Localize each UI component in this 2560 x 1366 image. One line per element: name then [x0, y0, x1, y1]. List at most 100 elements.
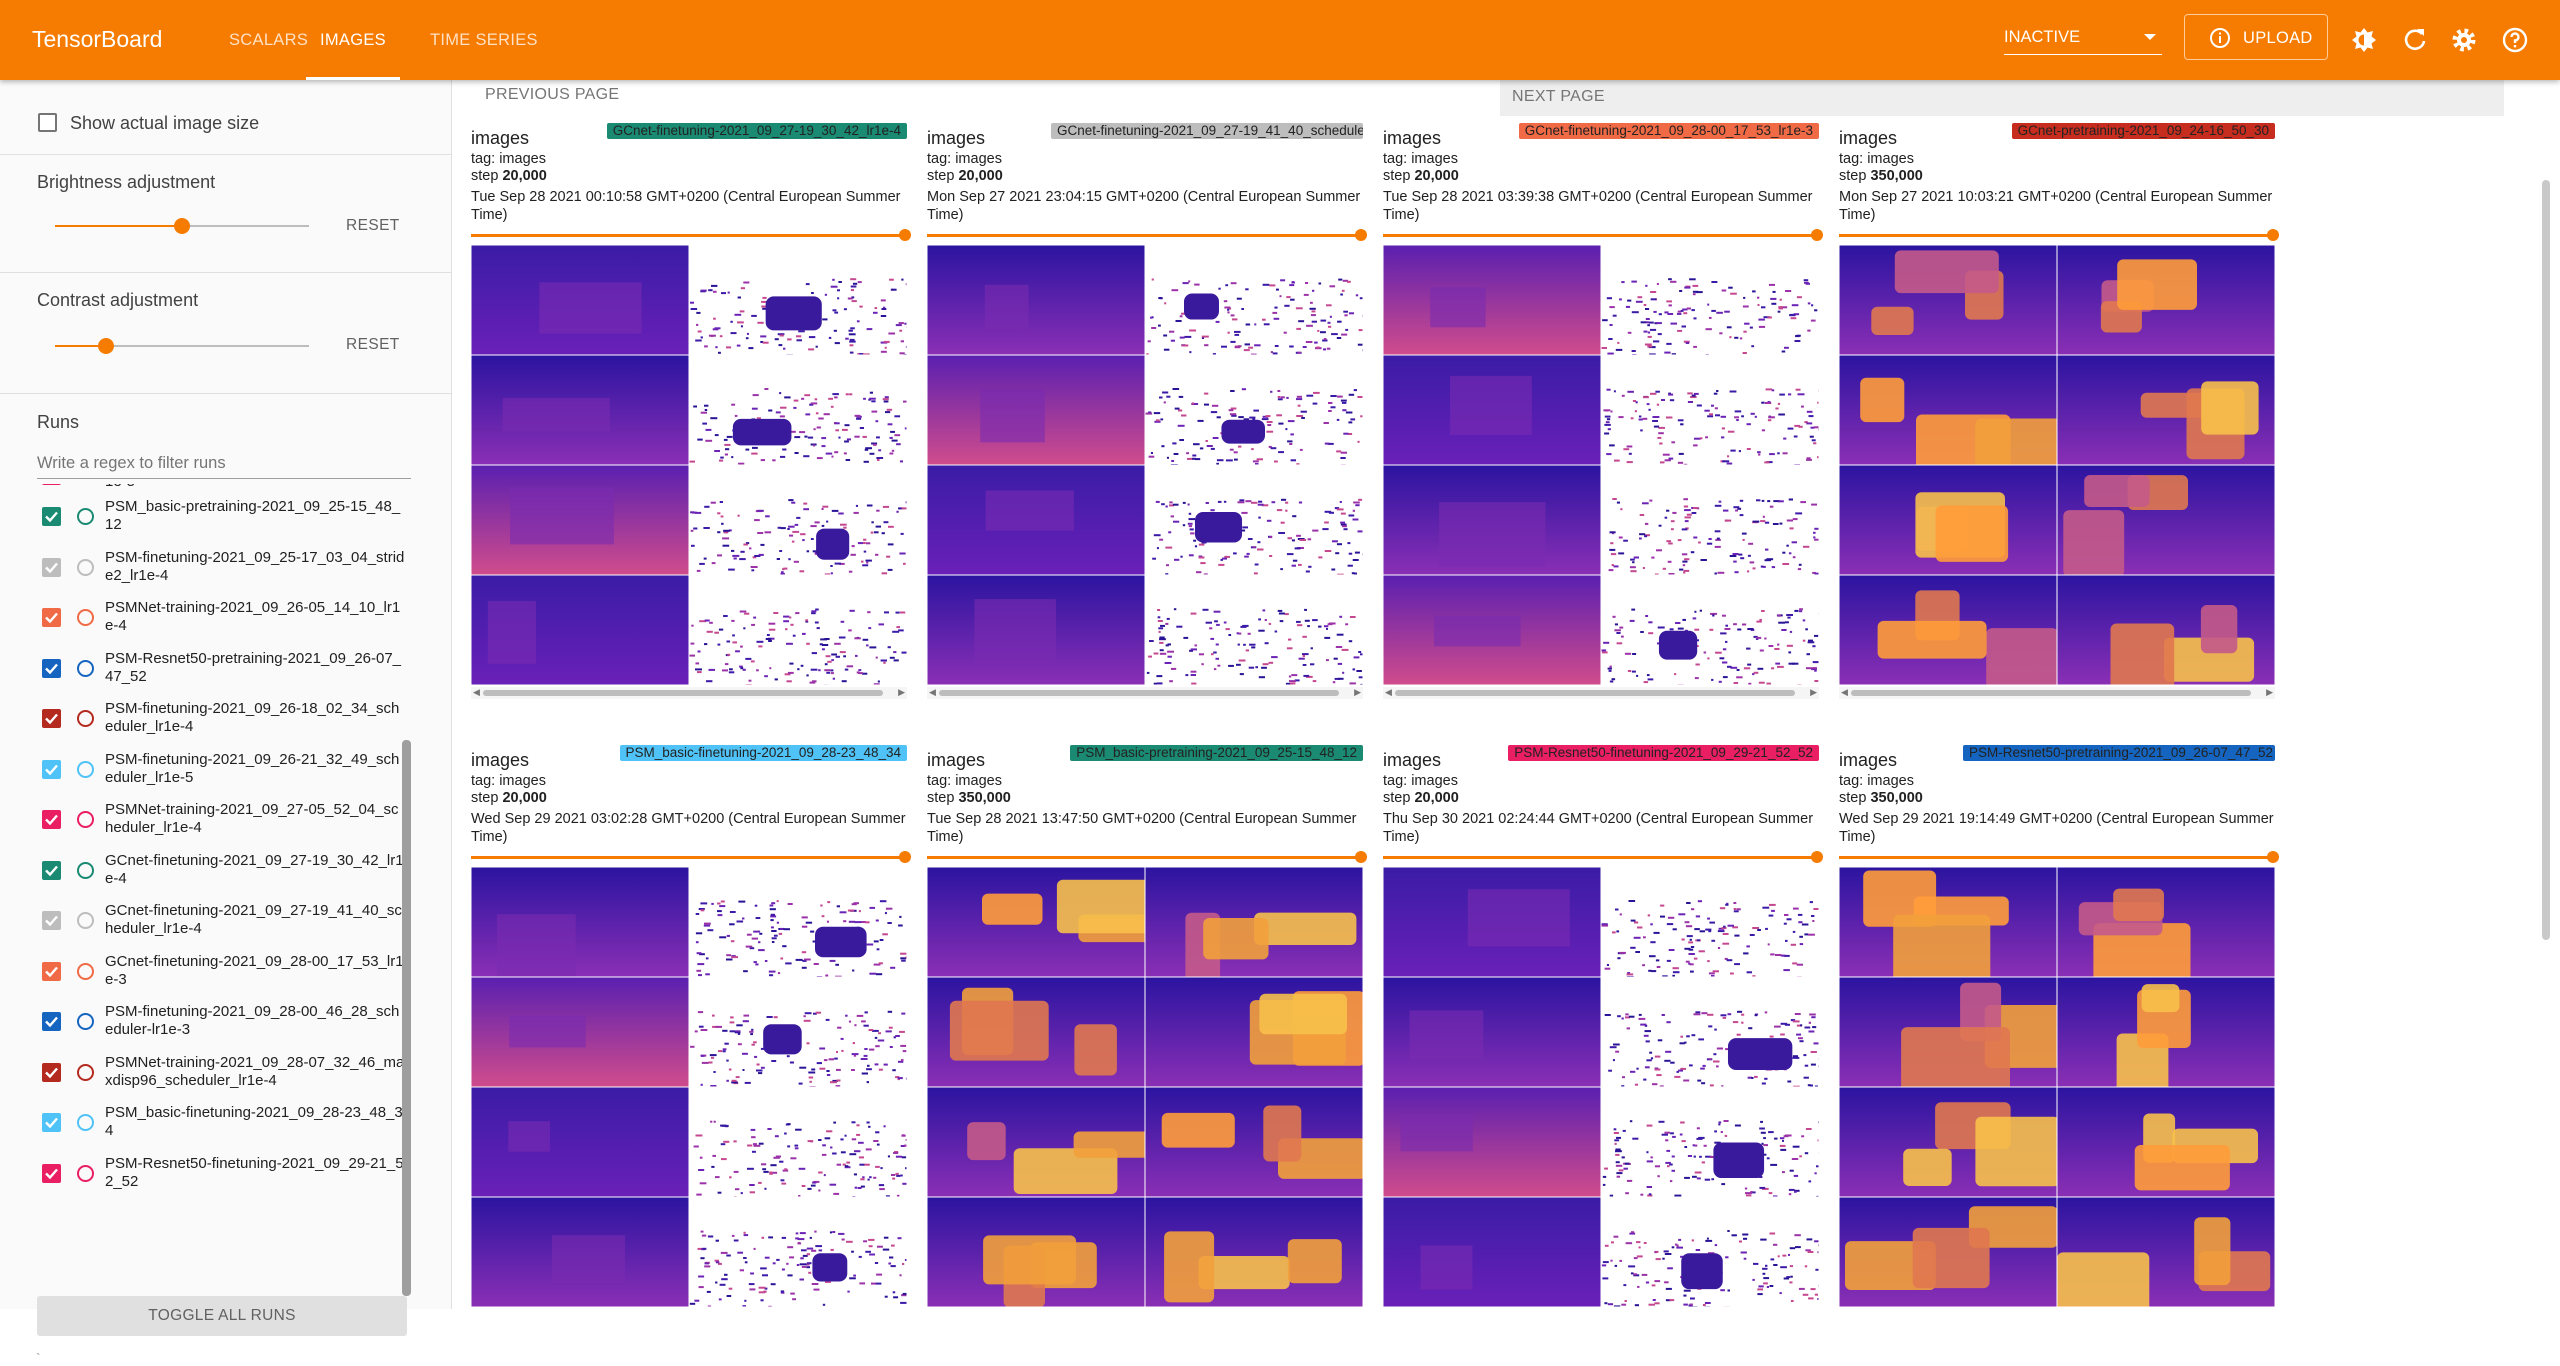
scroll-left-icon[interactable]: ◀	[473, 687, 480, 698]
scrollbar-thumb[interactable]	[483, 690, 883, 696]
tab-time-series[interactable]: TIME SERIES	[430, 0, 538, 80]
next-page-button[interactable]: NEXT PAGE	[1500, 80, 2504, 116]
scroll-right-icon[interactable]: ▶	[1354, 687, 1361, 698]
brightness-slider-thumb[interactable]	[174, 218, 190, 234]
step-slider[interactable]	[1839, 234, 2273, 237]
image-horizontal-scrollbar[interactable]: ◀ ▶	[1383, 687, 1819, 699]
step-slider-thumb[interactable]	[1811, 851, 1823, 863]
scroll-right-icon[interactable]: ▶	[1810, 687, 1817, 698]
run-row[interactable]: PSMNet-training-2021_09_27-05_52_04_sche…	[0, 797, 452, 848]
help-icon[interactable]	[2501, 26, 2529, 54]
step-slider[interactable]	[1383, 234, 1817, 237]
run-color-ring[interactable]	[77, 660, 94, 677]
step-slider-thumb[interactable]	[1355, 851, 1367, 863]
step-slider[interactable]	[471, 234, 905, 237]
run-color-ring[interactable]	[77, 1064, 94, 1081]
run-checkbox[interactable]	[42, 1063, 61, 1082]
scrollbar-thumb[interactable]	[1851, 690, 2251, 696]
brightness-reset-button[interactable]: RESET	[346, 217, 400, 235]
run-checkbox[interactable]	[42, 1012, 61, 1031]
run-checkbox[interactable]	[42, 962, 61, 981]
contrast-slider-thumb[interactable]	[98, 338, 114, 354]
card-image[interactable]	[1839, 245, 2275, 685]
app-brand[interactable]: TensorBoard	[32, 26, 162, 53]
card-image[interactable]	[471, 245, 907, 685]
step-slider-thumb[interactable]	[899, 851, 911, 863]
card-image[interactable]	[927, 867, 1363, 1307]
run-color-ring[interactable]	[77, 1165, 94, 1182]
run-row[interactable]: PSM-finetuning-2021_09_26-21_32_49_sched…	[0, 747, 452, 798]
run-row[interactable]: GCnet-finetuning-2021_09_27-19_41_40_sch…	[0, 898, 452, 949]
step-slider[interactable]	[1839, 856, 2273, 859]
run-color-ring[interactable]	[77, 963, 94, 980]
run-checkbox[interactable]	[42, 810, 61, 829]
run-color-ring[interactable]	[77, 609, 94, 626]
run-checkbox[interactable]	[42, 709, 61, 728]
runs-filter-input[interactable]	[37, 448, 411, 479]
scroll-right-icon[interactable]: ▶	[2266, 687, 2273, 698]
step-slider-thumb[interactable]	[2267, 851, 2279, 863]
step-slider[interactable]	[927, 856, 1361, 859]
card-image[interactable]	[471, 867, 907, 1307]
run-row[interactable]: PSM-finetuning-2021_09_26-18_02_34_sched…	[0, 696, 452, 747]
card-image[interactable]	[1383, 867, 1819, 1307]
previous-page-button[interactable]: PREVIOUS PAGE	[485, 86, 1521, 112]
run-color-ring[interactable]	[77, 1114, 94, 1131]
run-checkbox-partial[interactable]	[42, 484, 61, 485]
step-slider[interactable]	[471, 856, 905, 859]
run-checkbox[interactable]	[42, 1113, 61, 1132]
scrollbar-thumb[interactable]	[1395, 690, 1795, 696]
step-slider-thumb[interactable]	[2267, 229, 2279, 241]
step-slider-thumb[interactable]	[1355, 229, 1367, 241]
tab-images[interactable]: IMAGES	[306, 0, 400, 80]
run-checkbox[interactable]	[42, 911, 61, 930]
settings-icon[interactable]	[2450, 26, 2478, 54]
run-checkbox[interactable]	[42, 507, 61, 526]
brightness-slider[interactable]	[55, 225, 309, 227]
run-row[interactable]: PSMNet-training-2021_09_26-05_14_10_lr1e…	[0, 595, 452, 646]
run-row[interactable]: PSM-finetuning-2021_09_25-17_03_04_strid…	[0, 545, 452, 596]
step-slider[interactable]	[927, 234, 1361, 237]
run-color-ring[interactable]	[77, 912, 94, 929]
card-image[interactable]	[1839, 867, 2275, 1307]
run-color-ring[interactable]	[77, 508, 94, 525]
card-image[interactable]	[1383, 245, 1819, 685]
run-checkbox[interactable]	[42, 558, 61, 577]
run-checkbox[interactable]	[42, 659, 61, 678]
run-color-ring[interactable]	[77, 862, 94, 879]
run-color-ring[interactable]	[77, 710, 94, 727]
run-checkbox[interactable]	[42, 861, 61, 880]
status-select[interactable]: INACTIVE	[2004, 22, 2162, 55]
run-checkbox[interactable]	[42, 1164, 61, 1183]
scroll-left-icon[interactable]: ◀	[1841, 687, 1848, 698]
run-color-ring[interactable]	[77, 761, 94, 778]
brightness-icon[interactable]	[2350, 26, 2378, 54]
main-scrollbar[interactable]	[2542, 180, 2550, 940]
refresh-icon[interactable]	[2401, 26, 2429, 54]
scroll-left-icon[interactable]: ◀	[929, 687, 936, 698]
card-image[interactable]	[927, 245, 1363, 685]
image-horizontal-scrollbar[interactable]: ◀ ▶	[1839, 687, 2275, 699]
toggle-all-runs-button[interactable]: TOGGLE ALL RUNS	[37, 1296, 407, 1336]
contrast-reset-button[interactable]: RESET	[346, 336, 400, 354]
run-row[interactable]: PSM_basic-pretraining-2021_09_25-15_48_1…	[0, 494, 452, 545]
run-color-ring[interactable]	[77, 1013, 94, 1030]
run-row[interactable]: PSM-Resnet50-finetuning-2021_09_29-21_52…	[0, 1151, 452, 1202]
run-checkbox[interactable]	[42, 760, 61, 779]
upload-button[interactable]: UPLOAD	[2184, 14, 2328, 60]
run-row[interactable]: GCnet-finetuning-2021_09_27-19_30_42_lr1…	[0, 848, 452, 899]
image-horizontal-scrollbar[interactable]: ◀ ▶	[927, 687, 1363, 699]
image-horizontal-scrollbar[interactable]: ◀ ▶	[471, 687, 907, 699]
run-checkbox[interactable]	[42, 608, 61, 627]
tab-scalars[interactable]: SCALARS	[229, 0, 308, 80]
run-row[interactable]: GCnet-finetuning-2021_09_28-00_17_53_lr1…	[0, 949, 452, 1000]
runs-scrollbar[interactable]	[402, 740, 411, 1296]
scroll-left-icon[interactable]: ◀	[1385, 687, 1392, 698]
run-row-partial[interactable]: 1e-5	[0, 484, 452, 494]
step-slider-thumb[interactable]	[1811, 229, 1823, 241]
show-actual-size-checkbox[interactable]	[38, 113, 57, 132]
scrollbar-thumb[interactable]	[939, 690, 1339, 696]
step-slider[interactable]	[1383, 856, 1817, 859]
run-color-ring[interactable]	[77, 811, 94, 828]
scroll-right-icon[interactable]: ▶	[898, 687, 905, 698]
